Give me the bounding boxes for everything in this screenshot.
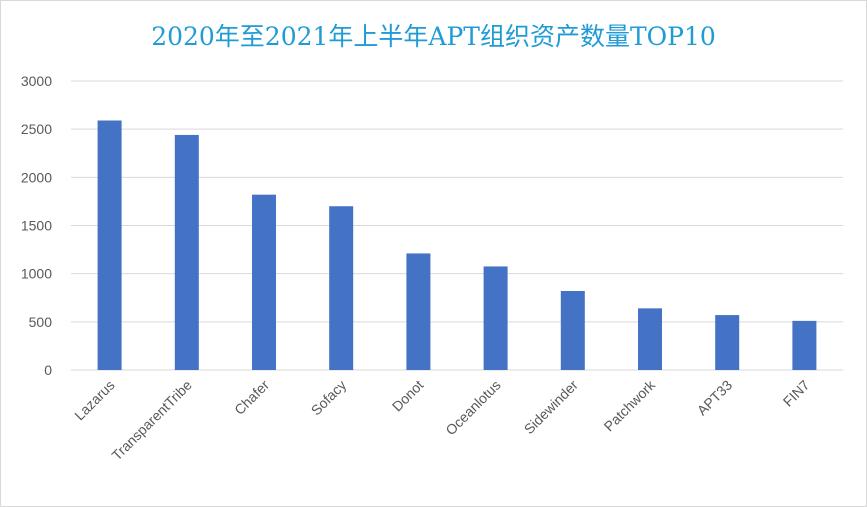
- y-axis-ticks: 0 500 1000 1500 2000 2500 3000: [21, 73, 52, 378]
- y-tick-label: 500: [29, 314, 53, 330]
- x-tick-label: APT33: [694, 377, 736, 419]
- bar-apt33: [715, 315, 740, 370]
- x-tick-label: Chafer: [231, 377, 272, 418]
- bar-sofacy: [329, 206, 354, 370]
- bar-oceanlotus: [483, 266, 508, 370]
- bar-sidewinder: [560, 291, 585, 370]
- bars: [97, 120, 817, 370]
- y-tick-label: 1500: [21, 218, 52, 234]
- x-tick-label: Donot: [389, 377, 427, 415]
- x-tick-label: FIN7: [780, 377, 813, 410]
- bar-patchwork: [638, 308, 662, 370]
- bar-transparenttribe: [174, 134, 199, 370]
- bar-chafer: [252, 194, 276, 370]
- y-tick-label: 2500: [21, 121, 52, 137]
- gridlines: [71, 80, 843, 371]
- y-tick-label: 2000: [21, 169, 52, 185]
- bar-donot: [406, 253, 431, 370]
- y-tick-label: 1000: [21, 266, 52, 282]
- x-tick-label: Oceanlotus: [442, 377, 503, 438]
- bar-lazarus: [97, 120, 122, 370]
- x-tick-label: Patchwork: [601, 376, 659, 434]
- x-tick-label: Sidewinder: [521, 377, 582, 438]
- x-tick-label: Sofacy: [308, 377, 350, 419]
- bar-fin7: [792, 320, 817, 370]
- y-tick-label: 0: [44, 362, 52, 378]
- y-tick-label: 3000: [21, 73, 52, 89]
- x-tick-label: TransparentTribe: [108, 377, 195, 464]
- chart-title: 2020年至2021年上半年APT组织资产数量TOP10: [151, 22, 716, 51]
- x-tick-label: Lazarus: [71, 377, 118, 424]
